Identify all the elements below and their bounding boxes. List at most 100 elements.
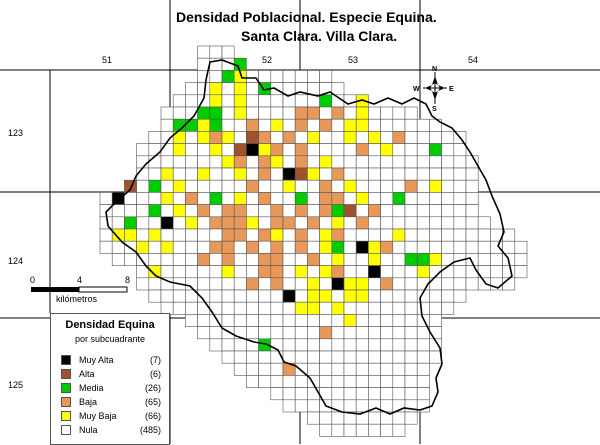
subquadrant-cell xyxy=(294,216,308,230)
subquadrant-cell xyxy=(331,216,345,230)
subquadrant-cell xyxy=(209,131,223,144)
subquadrant-cell xyxy=(233,204,247,218)
subquadrant-cell xyxy=(233,179,247,193)
subquadrant-cell xyxy=(368,314,381,327)
subquadrant-cell xyxy=(258,228,272,242)
subquadrant-cell xyxy=(282,179,296,193)
subquadrant-cell xyxy=(343,192,357,205)
subquadrant-cell xyxy=(416,387,430,401)
subquadrant-cell xyxy=(233,118,247,132)
subquadrant-cell xyxy=(355,289,369,303)
subquadrant-cell xyxy=(392,338,406,352)
subquadrant-cell xyxy=(404,411,418,425)
subquadrant-cell xyxy=(99,192,113,205)
subquadrant-cell xyxy=(502,240,516,254)
subquadrant-cell xyxy=(160,179,174,193)
subquadrant-cell xyxy=(319,350,333,364)
subquadrant-cell xyxy=(368,204,381,218)
subquadrant-cell xyxy=(465,204,479,218)
subquadrant-cell xyxy=(209,94,223,108)
subquadrant-cell xyxy=(343,228,357,242)
subquadrant-cell xyxy=(392,362,406,376)
subquadrant-cell xyxy=(343,155,357,169)
subquadrant-cell xyxy=(294,240,308,254)
subquadrant-cell xyxy=(343,399,357,413)
subquadrant-cell xyxy=(185,94,198,108)
subquadrant-cell xyxy=(246,143,259,157)
subquadrant-cell xyxy=(185,253,198,266)
subquadrant-cell xyxy=(246,301,259,315)
subquadrant-cell xyxy=(233,106,247,120)
subquadrant-cell xyxy=(429,216,442,230)
subquadrant-cell xyxy=(221,228,235,242)
subquadrant-cell xyxy=(246,82,259,96)
subquadrant-cell xyxy=(209,289,223,303)
subquadrant-cell xyxy=(197,82,211,96)
subquadrant-cell xyxy=(331,375,345,388)
subquadrant-cell xyxy=(282,94,296,108)
map-subtitle: Santa Clara. Villa Clara. xyxy=(241,28,398,44)
subquadrant-cell xyxy=(416,253,430,266)
subquadrant-cell xyxy=(380,228,394,242)
subquadrant-cell xyxy=(270,387,284,401)
subquadrant-cell xyxy=(294,204,308,218)
subquadrant-cell xyxy=(392,301,406,315)
subquadrant-cell xyxy=(429,167,442,181)
subquadrant-cell xyxy=(368,265,381,279)
subquadrant-cell xyxy=(319,338,333,352)
subquadrant-cell xyxy=(221,155,235,169)
subquadrant-cell xyxy=(392,289,406,303)
subquadrant-cell xyxy=(319,411,333,425)
subquadrant-cell xyxy=(111,228,125,242)
subquadrant-cell xyxy=(392,216,406,230)
subquadrant-cell xyxy=(343,326,357,340)
subquadrant-cell xyxy=(111,216,125,230)
subquadrant-cell xyxy=(307,265,320,279)
subquadrant-cell xyxy=(160,289,174,303)
subquadrant-cell xyxy=(221,240,235,254)
subquadrant-cell xyxy=(331,265,345,279)
subquadrant-cell xyxy=(355,204,369,218)
subquadrant-cell xyxy=(331,82,345,96)
subquadrant-cell xyxy=(343,131,357,144)
subquadrant-cell xyxy=(355,179,369,193)
subquadrant-cell xyxy=(197,228,211,242)
subquadrant-cell xyxy=(368,167,381,181)
subquadrant-cell xyxy=(307,118,320,132)
subquadrant-cell xyxy=(429,228,442,242)
subquadrant-cell xyxy=(404,253,418,266)
scale-unit: kilómetros xyxy=(56,294,98,304)
subquadrant-cell xyxy=(209,326,223,340)
legend-title: Densidad Equina xyxy=(65,319,155,331)
subquadrant-cell xyxy=(258,301,272,315)
subquadrant-cell xyxy=(343,118,357,132)
subquadrant-cell xyxy=(404,314,418,327)
subquadrant-cell xyxy=(294,338,308,352)
subquadrant-cell xyxy=(490,240,503,254)
subquadrant-cell xyxy=(221,350,235,364)
subquadrant-cell xyxy=(416,338,430,352)
scale-tick-0: 0 xyxy=(30,275,36,285)
legend-subtitle: por subcuadrante xyxy=(74,334,146,344)
subquadrant-cell xyxy=(380,362,394,376)
legend-item-muy-baja: Muy Baja (66) xyxy=(61,411,161,422)
subquadrant-cell xyxy=(185,179,198,193)
subquadrant-cell xyxy=(282,350,296,364)
subquadrant-cell xyxy=(209,216,223,230)
subquadrant-cell xyxy=(282,131,296,144)
subquadrant-cell xyxy=(185,131,198,144)
subquadrant-cell xyxy=(258,204,272,218)
subquadrant-cell xyxy=(416,204,430,218)
subquadrant-cell xyxy=(282,192,296,205)
subquadrant-cell xyxy=(172,106,186,120)
subquadrant-cell xyxy=(331,423,345,437)
subquadrant-cell xyxy=(246,228,259,242)
subquadrant-cell xyxy=(136,155,150,169)
subquadrant-cell xyxy=(258,362,272,376)
subquadrant-cell xyxy=(294,387,308,401)
subquadrant-cell xyxy=(416,228,430,242)
subquadrant-cell xyxy=(307,326,320,340)
subquadrant-cell xyxy=(294,192,308,205)
subquadrant-cell xyxy=(319,155,333,169)
